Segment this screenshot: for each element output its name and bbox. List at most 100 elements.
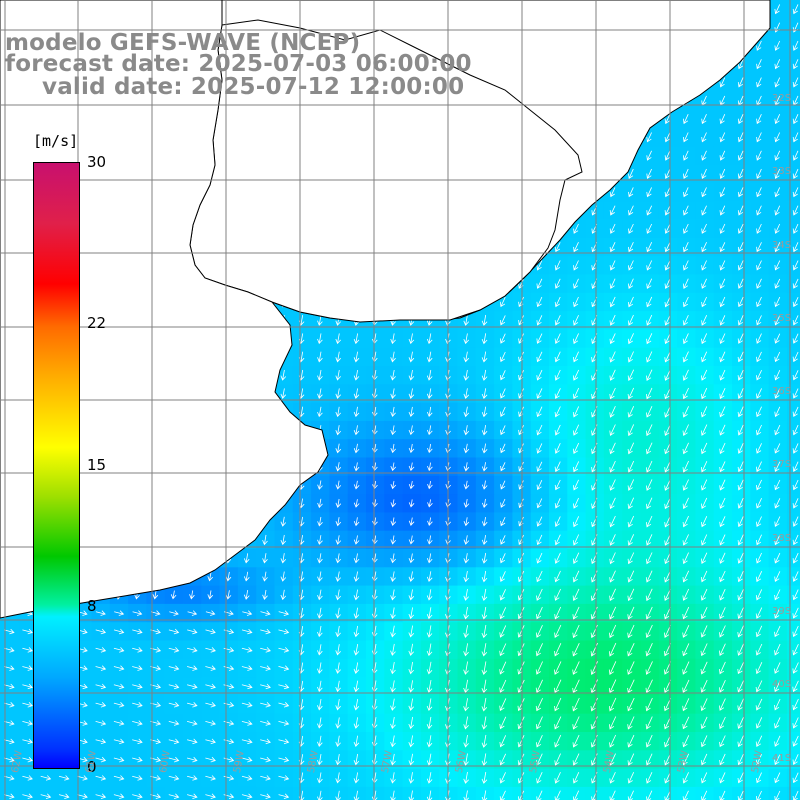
wind-arrow [774,534,781,546]
speed-cell [713,457,733,477]
wind-arrow [701,205,707,216]
speed-cell [494,549,513,568]
speed-cell [677,494,696,513]
speed-cell [494,311,513,330]
speed-cell [420,658,440,678]
speed-cell [658,201,678,221]
wind-arrow [335,498,342,508]
wind-arrow [517,753,525,766]
wind-arrow [40,775,52,781]
wind-arrow [774,516,781,527]
speed-cell [475,311,495,330]
wind-arrow [628,187,634,198]
wind-arrow [609,278,616,289]
speed-cell [549,768,568,788]
speed-cell [457,384,477,404]
wind-arrow [280,516,287,527]
speed-cell [402,512,422,532]
wind-arrow [408,607,415,620]
speed-cell [768,640,788,660]
speed-cell [329,603,349,623]
speed-cell [677,530,696,550]
wind-arrow [260,665,271,671]
speed-cell [768,164,788,184]
speed-cell [622,311,642,330]
wind-arrow [700,735,708,748]
wind-arrow [169,610,179,616]
speed-cell [549,475,568,495]
wind-arrow [700,716,708,730]
wind-arrow [113,628,125,635]
wind-arrow [132,702,143,708]
speed-cell [311,494,330,513]
speed-cell [603,622,623,642]
speed-cell [585,695,605,715]
wind-arrow [701,278,707,289]
wind-arrow [499,571,506,582]
speed-cell [384,475,404,495]
wind-arrow [719,534,726,546]
speed-cell [549,329,568,349]
wind-arrow [390,698,396,711]
speed-cell [311,402,330,422]
speed-cell [549,347,568,367]
speed-cell [732,603,751,623]
speed-cell [640,713,660,733]
speed-cell [366,420,385,440]
wind-arrow [353,662,360,674]
wind-arrow [499,772,506,784]
speed-cell [402,439,422,459]
wind-arrow [132,775,143,781]
speed-cell [658,256,678,276]
wind-arrow [3,628,15,635]
speed-cell [640,567,660,587]
speed-cell [329,549,349,568]
speed-cell [677,713,696,733]
wind-arrow [572,790,580,800]
speed-cell [695,695,715,715]
wind-arrow [390,535,397,545]
speed-cell [494,384,513,404]
wind-arrow [756,132,762,143]
speed-cell [732,237,751,257]
wind-arrow [22,683,33,690]
wind-arrow [408,406,415,418]
wind-arrow [241,738,253,745]
speed-cell [439,622,459,642]
speed-cell [603,475,623,495]
wind-arrow [500,425,506,436]
speed-cell [420,750,440,770]
speed-cell [201,786,221,800]
speed-cell [695,183,715,202]
speed-cell [713,530,733,550]
speed-cell [695,420,715,440]
wind-arrow [682,260,689,271]
speed-cell [475,585,495,605]
wind-arrow [664,772,671,784]
wind-arrow [241,665,253,671]
speed-cell [786,585,800,605]
wind-arrow [278,665,290,671]
wind-arrow [646,552,653,565]
wind-arrow [719,114,726,125]
wind-arrow [664,333,671,345]
speed-cell [732,366,751,385]
wind-arrow [353,753,360,766]
speed-cell [768,0,788,19]
wind-arrow [645,753,653,766]
wind-arrow [463,425,470,436]
wind-arrow [186,702,198,708]
wind-arrow [554,351,561,363]
speed-cell [658,347,678,367]
wind-arrow [186,775,198,781]
wind-arrow [426,351,433,363]
wind-arrow [335,699,341,711]
wind-arrow [408,643,414,656]
wind-arrow [701,369,708,381]
wind-arrow [225,590,232,600]
speed-cell [329,732,349,751]
speed-cell [732,402,751,422]
wind-arrow [737,443,744,454]
speed-cell [384,622,404,642]
wind-arrow [353,790,360,800]
